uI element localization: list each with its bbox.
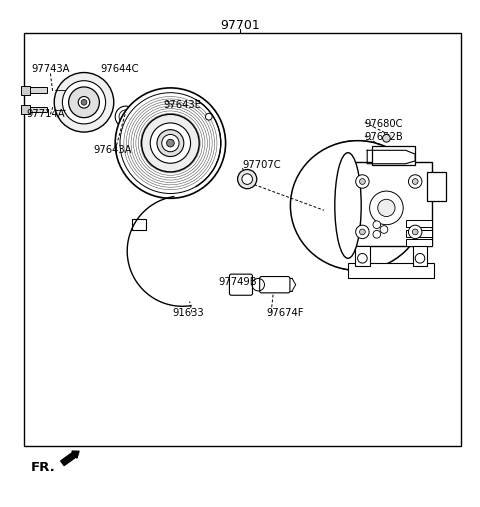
Text: 97680C: 97680C xyxy=(365,119,403,129)
FancyBboxPatch shape xyxy=(260,276,290,293)
Circle shape xyxy=(373,221,381,229)
Text: 97714A: 97714A xyxy=(26,110,65,119)
Text: 97643E: 97643E xyxy=(163,100,201,110)
Circle shape xyxy=(81,99,87,105)
Bar xyxy=(406,220,432,227)
Bar xyxy=(355,246,370,266)
Circle shape xyxy=(356,225,369,239)
Circle shape xyxy=(358,254,367,263)
Text: 97652B: 97652B xyxy=(365,132,404,142)
Circle shape xyxy=(142,114,199,172)
Circle shape xyxy=(408,225,422,239)
Circle shape xyxy=(412,178,418,185)
Text: 97749B: 97749B xyxy=(218,277,257,287)
Circle shape xyxy=(380,226,388,233)
Text: 97643A: 97643A xyxy=(94,146,132,155)
Bar xyxy=(406,239,432,246)
Circle shape xyxy=(242,174,252,185)
FancyArrow shape xyxy=(60,451,79,465)
Text: 97644C: 97644C xyxy=(101,64,139,74)
Text: 97743A: 97743A xyxy=(31,64,70,74)
Circle shape xyxy=(370,191,403,225)
Bar xyxy=(30,106,47,113)
Circle shape xyxy=(408,175,422,188)
Ellipse shape xyxy=(290,141,425,270)
Circle shape xyxy=(238,169,257,189)
Ellipse shape xyxy=(335,153,361,258)
Circle shape xyxy=(115,106,136,127)
Circle shape xyxy=(157,130,184,157)
Circle shape xyxy=(115,88,226,198)
Bar xyxy=(406,230,432,237)
Circle shape xyxy=(383,134,390,142)
Bar xyxy=(21,105,30,114)
Bar xyxy=(30,87,47,93)
Bar xyxy=(348,162,432,246)
Circle shape xyxy=(356,175,369,188)
FancyBboxPatch shape xyxy=(229,274,252,295)
Circle shape xyxy=(119,110,132,123)
Circle shape xyxy=(150,123,191,163)
Circle shape xyxy=(415,254,425,263)
Circle shape xyxy=(373,231,381,238)
Circle shape xyxy=(167,139,174,147)
Bar xyxy=(24,32,461,446)
Circle shape xyxy=(162,134,179,152)
FancyBboxPatch shape xyxy=(132,219,146,230)
Text: FR.: FR. xyxy=(31,460,56,474)
Bar xyxy=(372,146,415,165)
Text: 97701: 97701 xyxy=(220,19,260,32)
Circle shape xyxy=(62,81,106,124)
Circle shape xyxy=(54,73,114,132)
Circle shape xyxy=(360,229,365,235)
Circle shape xyxy=(78,96,90,108)
Circle shape xyxy=(378,199,395,216)
Text: 97674F: 97674F xyxy=(266,308,304,318)
Bar xyxy=(413,246,427,266)
Circle shape xyxy=(69,87,99,118)
Circle shape xyxy=(205,114,212,120)
Circle shape xyxy=(412,229,418,235)
Circle shape xyxy=(360,178,365,185)
Bar xyxy=(21,86,30,95)
Bar xyxy=(427,172,446,201)
Text: 97707C: 97707C xyxy=(242,160,281,170)
Bar xyxy=(348,263,434,277)
Text: 91633: 91633 xyxy=(173,308,204,318)
Circle shape xyxy=(293,141,422,270)
